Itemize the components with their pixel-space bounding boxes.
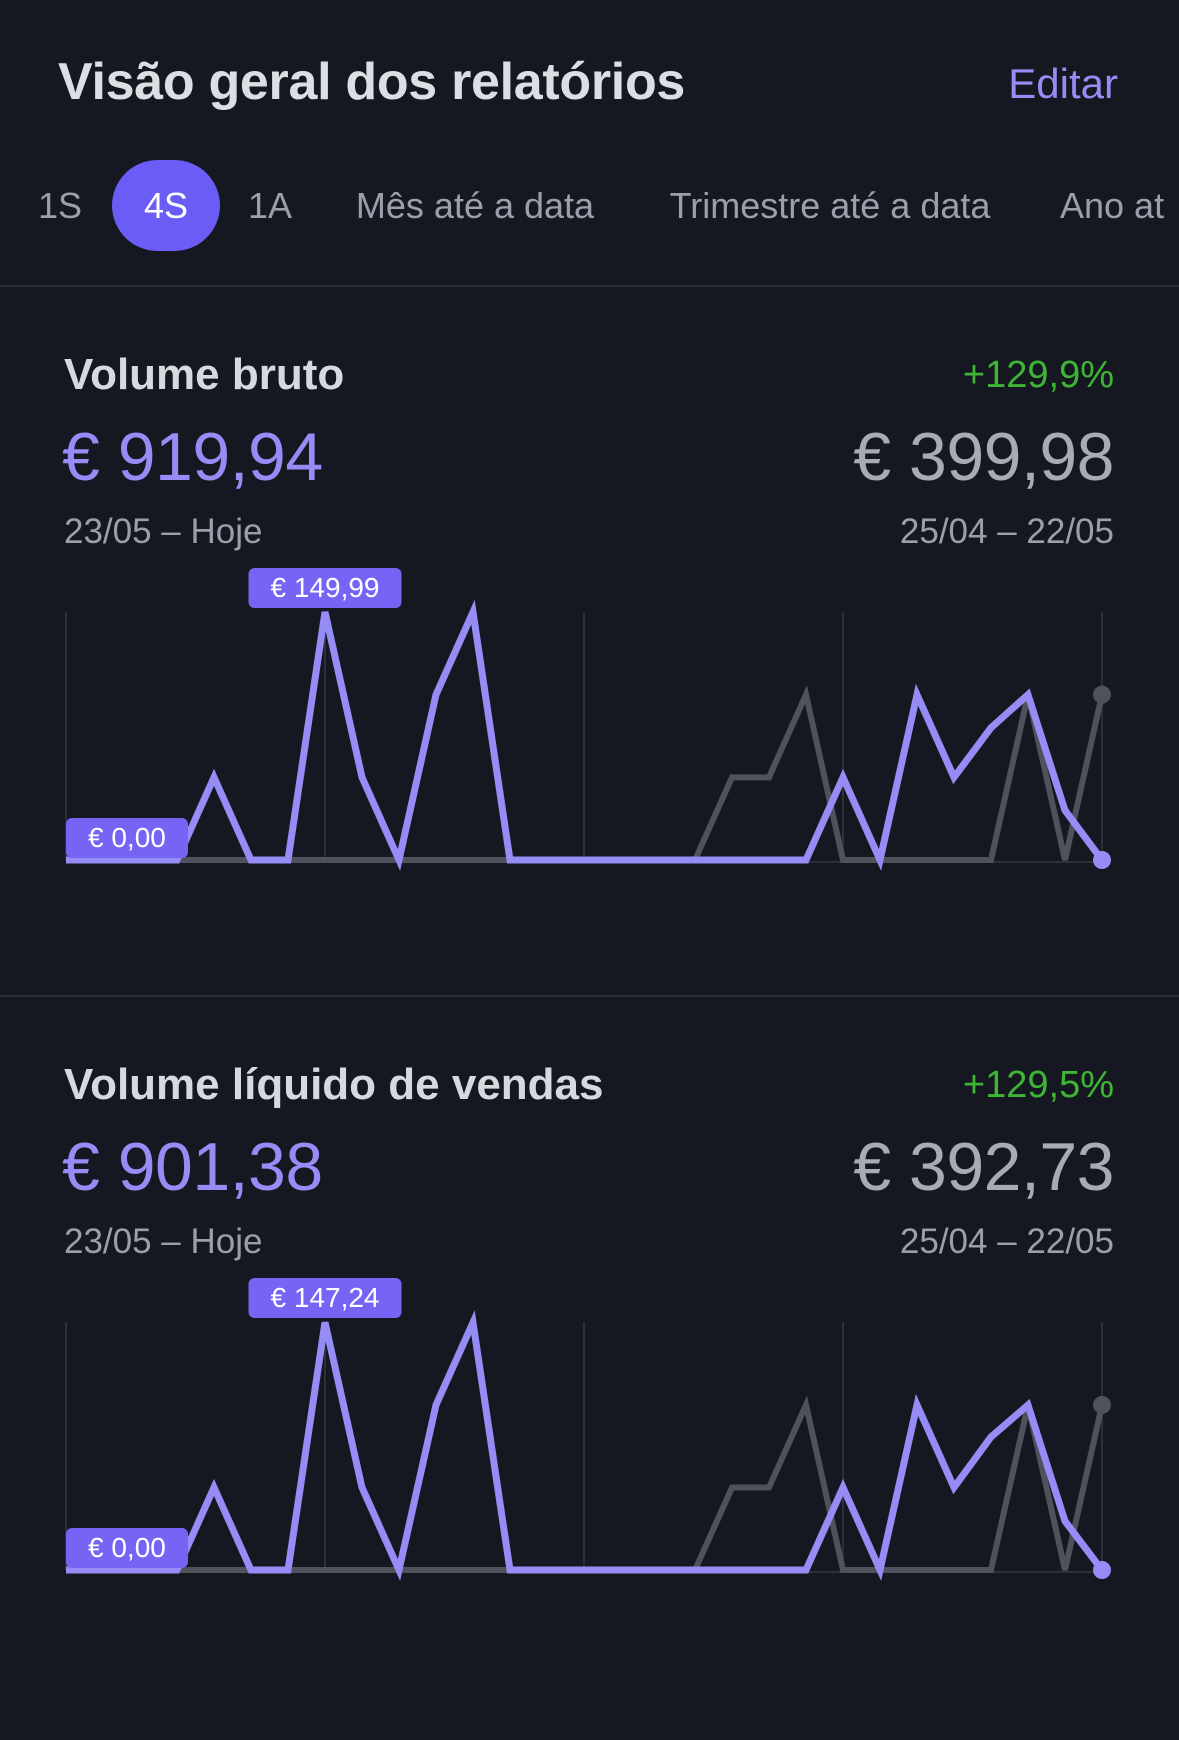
- divider: [0, 995, 1179, 997]
- current-series-end-point: [1093, 851, 1111, 869]
- gross-volume-chart[interactable]: € 149,99 € 0,00: [0, 560, 1179, 900]
- current-series-end-point: [1093, 1561, 1111, 1579]
- tab-1s[interactable]: 1S: [38, 185, 83, 226]
- gross-volume-card[interactable]: Volume bruto +129,9% € 919,94 € 399,98 2…: [0, 350, 1179, 1030]
- change-badge: +129,9%: [962, 354, 1114, 396]
- current-series-line: [66, 599, 1105, 872]
- net-sales-card[interactable]: Volume líquido de vendas +129,5% € 901,3…: [0, 1060, 1179, 1740]
- change-badge: +129,5%: [962, 1064, 1114, 1106]
- min-label: € 0,00: [66, 818, 188, 858]
- tab-quarter-to-date[interactable]: Trimestre até a data: [669, 185, 991, 226]
- tab-1a[interactable]: 1A: [248, 185, 293, 226]
- tab-4s[interactable]: 4S: [112, 160, 220, 251]
- previous-series-end-point: [1093, 685, 1111, 704]
- tab-year-to-date[interactable]: Ano at: [1060, 185, 1165, 226]
- period-tabs: 1S 4S 1A Mês até a data Trimestre até a …: [0, 160, 1179, 255]
- gross-volume-svg: [65, 599, 1111, 872]
- max-label: € 147,24: [248, 1278, 402, 1318]
- previous-range: 25/04 – 22/05: [899, 512, 1114, 551]
- edit-button[interactable]: Editar: [1008, 60, 1118, 107]
- previous-range: 25/04 – 22/05: [899, 1222, 1114, 1261]
- previous-value: € 399,98: [853, 419, 1114, 495]
- net-sales-chart[interactable]: € 147,24 € 0,00: [0, 1270, 1179, 1610]
- current-range: 23/05 – Hoje: [64, 512, 263, 551]
- current-series-line: [66, 1310, 1105, 1582]
- min-label: € 0,00: [66, 1528, 188, 1568]
- net-sales-svg: [65, 1310, 1111, 1582]
- header: Visão geral dos relatórios Editar: [0, 0, 1179, 170]
- current-range: 23/05 – Hoje: [64, 1222, 263, 1261]
- page-title: Visão geral dos relatórios: [58, 53, 686, 111]
- current-value: € 901,38: [62, 1129, 323, 1205]
- divider: [0, 285, 1179, 287]
- tab-month-to-date[interactable]: Mês até a data: [355, 185, 595, 226]
- previous-series-end-point: [1093, 1395, 1111, 1414]
- current-value: € 919,94: [62, 419, 323, 495]
- card-title: Volume líquido de vendas: [64, 1060, 604, 1109]
- card-title: Volume bruto: [64, 350, 345, 399]
- previous-value: € 392,73: [853, 1129, 1114, 1205]
- max-label: € 149,99: [248, 568, 402, 608]
